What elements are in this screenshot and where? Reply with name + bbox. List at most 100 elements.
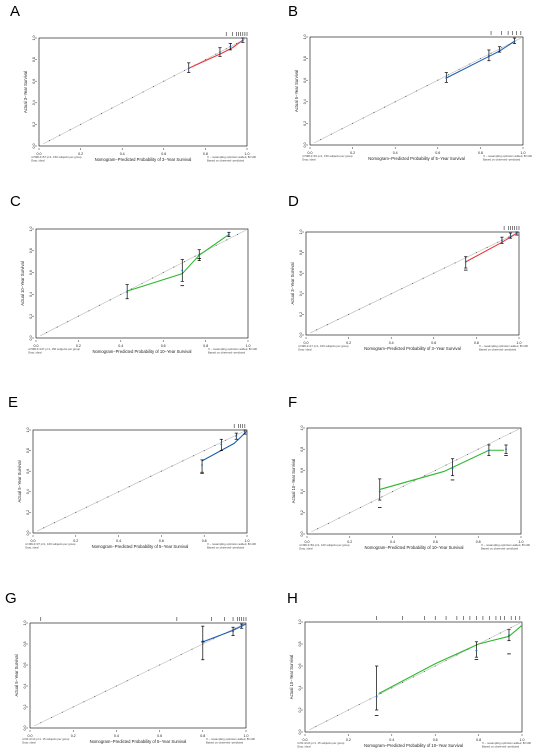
ideal-marker [109,299,111,301]
x-tick-label: 0.2 [346,738,351,742]
x-tick-label: 1.0 [520,738,525,742]
ideal-marker [169,659,171,661]
panel-label: F [288,394,298,411]
ideal-marker [171,465,173,467]
y-tick-label: 0.2 [303,121,307,126]
plot-frame [306,427,522,535]
y-tick-label: 0.0 [29,336,33,341]
x-axis-label: Nomogram−Predicted Probability of 10−Yea… [364,545,463,550]
x-tick-label: 0.4 [116,539,121,543]
ideal-marker [392,491,394,493]
x-tick-label: 0.0 [308,151,313,155]
ideal-marker [445,659,447,662]
observed-point [187,67,190,70]
ideal-marker [434,665,436,667]
observed-point [513,40,516,43]
ideal-marker [173,75,175,77]
x-tick-label: 0.2 [71,734,76,738]
ideal-marker [69,129,71,131]
x-tick-label: 0.0 [28,734,33,738]
x-tick-label: 0.6 [161,152,166,156]
ideal-marker [107,496,109,498]
ideal-marker [454,262,456,264]
y-tick-label: 0.2 [300,510,304,515]
ideal-marker [152,277,154,279]
calibration-plot-b: B 0.0 0.2 0.4 0.6 0.8 1.0 0.0 0.2 0.4 0.6 0.8 1.0 No… [275,0,550,188]
observed-point [235,435,238,438]
x-tick-label: 1.0 [519,540,524,544]
footnote-left: Gray: ideal [298,348,312,352]
footnote-left: Gray: ideal [22,741,36,745]
observed-point [243,431,246,433]
footnote-left: Gray: ideal [31,159,45,163]
y-tick-label: 0.6 [303,78,307,83]
ideal-marker [77,315,79,317]
ideal-marker [413,480,415,482]
y-tick-label: 0.4 [300,489,304,494]
panel-label: E [8,394,19,411]
y-tick-label: 0.2 [32,122,36,127]
panel-label: B [288,3,299,20]
ideal-marker [358,308,360,310]
footnote-left: n=60 d=24 p=1, 15 subjects per group [297,741,345,745]
x-tick-label: 0.8 [474,341,479,345]
ideal-marker [320,139,322,141]
y-tick-label: 0.6 [300,468,304,473]
ideal-marker [358,703,360,706]
footnote-left: n=60 d=14 p=1, 15 subjects per group [22,737,70,741]
ideal-line [310,232,518,334]
y-tick-label: 0.8 [29,248,33,253]
calibration-plot-g: G 0.0 0.2 0.4 0.6 0.8 1.0 0.0 0.2 0.4 0.6 0.8 1.0 No… [0,564,275,752]
y-tick-label: 1.0 [23,621,27,626]
observed-point [126,291,129,294]
y-axis-label: Actual 10−Year Survival [291,459,296,503]
ideal-marker [100,113,102,115]
ideal-marker [83,701,85,703]
ideal-marker [137,674,139,677]
panel-label: H [287,590,298,607]
y-tick-label: 0.4 [299,291,303,296]
y-tick-label: 1.0 [298,620,302,625]
plot-frame [38,37,248,147]
y-axis-label: Actual 5−Year Survival [17,460,22,502]
panel-label: D [288,193,299,210]
footnote-right: Based on observed−predicted [207,159,245,163]
ideal-marker [75,511,77,513]
x-tick-label: 0.2 [78,152,83,156]
ideal-marker [422,277,424,279]
ideal-marker [162,272,164,274]
y-tick-label: 1.0 [300,426,304,431]
ideal-marker [362,117,364,119]
y-tick-label: 0.0 [299,333,303,338]
y-tick-label: 0.2 [299,312,303,317]
x-tick-label: 0.4 [393,151,398,155]
ideal-marker [469,63,471,65]
footnote-left: Gray: ideal [302,158,316,162]
plot-frame [35,228,249,339]
ideal-marker [490,52,492,54]
y-tick-label: 0.2 [29,314,33,319]
ideal-marker [405,95,407,97]
x-tick-label: 0.4 [118,344,123,348]
ideal-marker [183,261,185,263]
y-tick-label: 0.4 [23,684,27,689]
ideal-marker [510,626,512,629]
calibration-plot-h: H 0.0 0.2 0.4 0.6 0.8 1.0 0.0 0.2 0.4 0.6 0.8 1.0 No… [275,564,550,752]
y-axis-label: Actual 10−Year Survival [20,261,25,305]
ideal-marker [445,464,447,466]
ideal-marker [111,107,113,109]
y-tick-label: 0.6 [299,271,303,276]
ideal-line [309,622,520,731]
x-tick-label: 0.4 [389,738,394,742]
ideal-marker [96,501,98,503]
ideal-marker [458,68,460,70]
ideal-marker [499,632,501,634]
y-tick-label: 0.8 [299,250,303,255]
observed-point [198,254,201,257]
footnote-right: X − resampling optimism added, B=100 [206,737,255,741]
footnote-right: X − resampling optimism added, B=100 [482,741,531,745]
footnote-right: X − resampling optimism added, B=100 [481,543,530,547]
y-tick-label: 0.0 [300,532,304,537]
panel-label: G [5,590,17,607]
calibration-curve [126,233,230,292]
